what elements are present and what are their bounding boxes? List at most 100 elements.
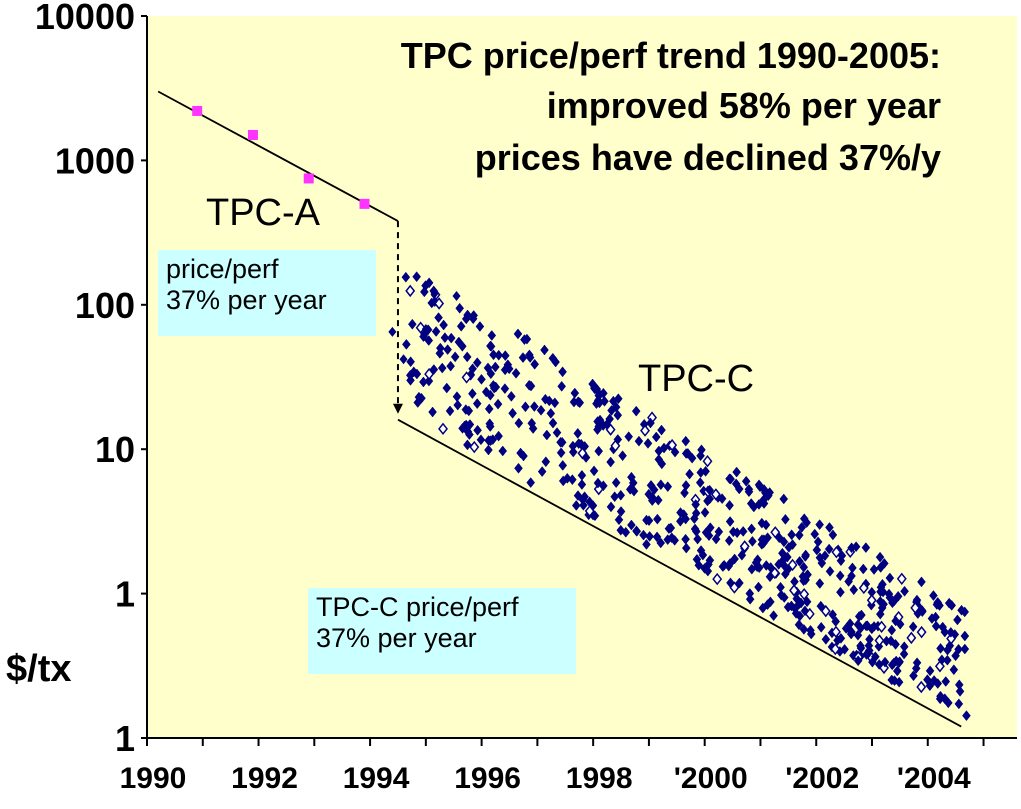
- tpc-c-point: [815, 519, 824, 530]
- tpc-c-point: [465, 429, 474, 440]
- tpc-c-point: [690, 513, 699, 525]
- tpc-a-point: [359, 198, 370, 209]
- tpc-c-point: [461, 371, 472, 384]
- tpc-c-point: [438, 422, 448, 436]
- tpc-c-point: [810, 528, 820, 540]
- tpc-c-point: [513, 328, 523, 340]
- tpc-c-point: [936, 690, 945, 702]
- tpc-c-point: [493, 398, 503, 410]
- tpc-c-point: [744, 483, 754, 495]
- x-tick-label: '2004: [897, 762, 971, 795]
- tpc-c-point: [787, 558, 798, 572]
- tpc-c-point: [670, 446, 680, 458]
- tpc-c-point: [484, 435, 493, 446]
- tpc-c-point: [463, 309, 472, 321]
- tpc-c-point: [526, 380, 536, 392]
- tpc-c-point: [874, 634, 885, 647]
- tpc-c-point: [695, 477, 705, 489]
- tpc-c-point: [645, 531, 654, 542]
- tpc-c-point: [943, 644, 952, 656]
- tpc-c-point: [947, 599, 957, 611]
- tpc-c-point: [500, 383, 510, 395]
- tpc-c-point: [779, 592, 789, 603]
- tpc-a-annotation-line-1: price/perf: [166, 254, 279, 284]
- tpc-c-point: [588, 500, 598, 511]
- tpc-c-point: [683, 447, 693, 459]
- tpc-c-point: [836, 586, 845, 598]
- tpc-c-point: [657, 424, 666, 436]
- tpc-c-point: [406, 374, 415, 386]
- tpc-c-point: [574, 438, 584, 450]
- tpc-c-point: [528, 423, 538, 434]
- tpc-c-point: [690, 523, 700, 535]
- tpc-c-point: [960, 606, 970, 618]
- tpc-c-point: [941, 676, 951, 687]
- tpc-c-point: [933, 597, 943, 608]
- tpc-c-point: [831, 625, 841, 639]
- tpc-c-point: [711, 533, 721, 545]
- tpc-c-point: [402, 338, 411, 350]
- tpc-c-point: [507, 390, 516, 402]
- tpc-c-point: [450, 351, 460, 363]
- tpc-c-point: [526, 477, 536, 488]
- tpc-c-point: [472, 357, 482, 369]
- tpc-c-point: [571, 500, 581, 511]
- tpc-c-point: [500, 350, 510, 361]
- data-points: [192, 105, 971, 722]
- tpc-c-point: [757, 517, 767, 529]
- y-tick-label: 10: [95, 429, 135, 470]
- tpc-c-point: [541, 456, 551, 468]
- tpc-c-point: [443, 344, 452, 355]
- tpc-c-point: [790, 603, 800, 615]
- tpc-c-point: [530, 358, 540, 370]
- tpc-c-point: [548, 352, 558, 364]
- tpc-c-point: [408, 318, 417, 330]
- tpc-c-point: [929, 590, 938, 601]
- tpc-c-point: [696, 545, 706, 556]
- y-axis-label: $/tx: [6, 648, 72, 690]
- tpc-c-point: [866, 594, 877, 607]
- tpc-c-point: [853, 655, 863, 667]
- tpc-c-point: [816, 621, 826, 633]
- tpc-c-point: [475, 321, 485, 332]
- tpc-c-point: [799, 624, 809, 635]
- tpc-c-point: [887, 624, 897, 636]
- tpc-c-point: [627, 519, 636, 531]
- tpc-c-point: [642, 539, 651, 550]
- tpc-c-point: [821, 633, 831, 645]
- x-tick-label: 1994: [343, 762, 410, 795]
- tpc-c-point: [925, 665, 935, 677]
- y-tick-label: 100: [75, 285, 135, 326]
- tpc-c-point: [399, 354, 408, 365]
- tpc-c-point: [455, 302, 465, 314]
- tpc-c-point: [828, 609, 837, 620]
- tpc-c-point: [670, 534, 679, 546]
- tpc-c-point: [710, 488, 721, 501]
- tpc-c-point: [853, 629, 863, 641]
- tpc-c-point: [424, 335, 434, 346]
- tpc-c-point: [406, 356, 415, 368]
- tpc-c-point: [906, 631, 917, 645]
- tpc-c-point: [666, 522, 676, 534]
- tpc-c-point: [653, 494, 663, 506]
- tpc-c-point: [656, 479, 666, 491]
- tpc-c-point: [891, 655, 901, 667]
- tpc-c-point: [797, 521, 807, 533]
- tpc-c-point: [439, 319, 448, 331]
- tpc-c-point: [599, 387, 608, 399]
- tpc-c-point: [656, 537, 666, 549]
- tpc-c-point: [401, 271, 411, 283]
- tpc-c-point: [644, 488, 654, 500]
- tpc-c-point: [436, 342, 445, 354]
- tpc-c-point: [875, 551, 885, 563]
- tpc-c-point: [581, 452, 591, 463]
- tpc-c-point: [606, 501, 616, 513]
- tpc-c-point: [412, 368, 422, 380]
- tpc-c-point: [445, 405, 455, 417]
- tpc-c-point: [590, 510, 600, 522]
- tpc-c-point: [876, 581, 886, 593]
- tpc-c-point: [745, 588, 755, 599]
- tpc-c-point: [725, 499, 734, 511]
- tpc-c-point: [718, 561, 728, 572]
- tpc-c-point: [610, 439, 621, 453]
